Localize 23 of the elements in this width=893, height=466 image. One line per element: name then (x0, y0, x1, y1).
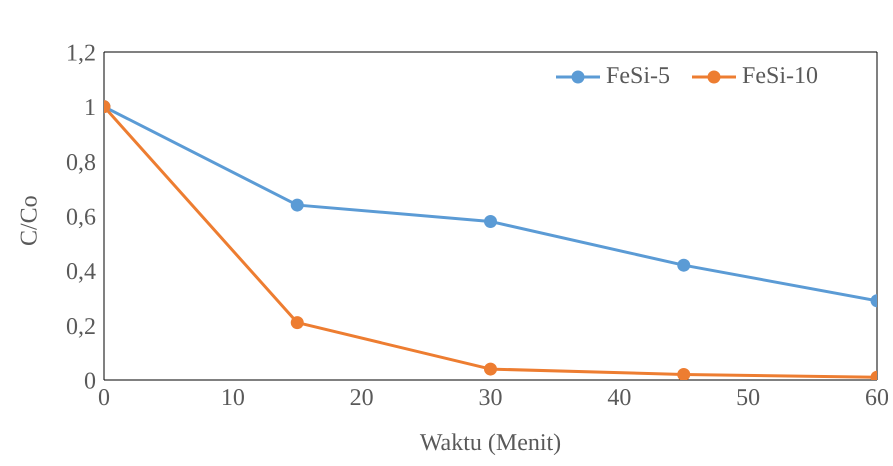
legend-label: FeSi-5 (606, 63, 670, 90)
y-tick-label: 1,2 (66, 40, 96, 67)
y-axis-title: C/Co (16, 195, 43, 246)
x-tick-label: 10 (220, 385, 245, 412)
point (677, 258, 690, 272)
y-tick-label: 1 (84, 95, 96, 122)
point (484, 362, 497, 376)
y-tick-label: 0 (84, 368, 96, 395)
point (290, 316, 304, 330)
point (484, 214, 497, 228)
x-tick-label: 60 (865, 385, 889, 412)
x-axis-title: Waktu (Menit) (420, 430, 562, 456)
y-tick-label: 0,2 (66, 314, 96, 340)
y-tick-label: 0,4 (66, 259, 96, 286)
x-tick-label: 50 (736, 385, 760, 412)
x-tick-label: 40 (607, 385, 632, 412)
x-tick-label: 20 (350, 385, 374, 412)
y-tick-label: 0,8 (66, 150, 96, 176)
point (290, 198, 304, 212)
point (677, 368, 690, 380)
legend-label: FeSi-10 (742, 63, 818, 90)
y-tick-label: 0,6 (66, 204, 96, 231)
x-tick-label: 30 (478, 385, 502, 412)
